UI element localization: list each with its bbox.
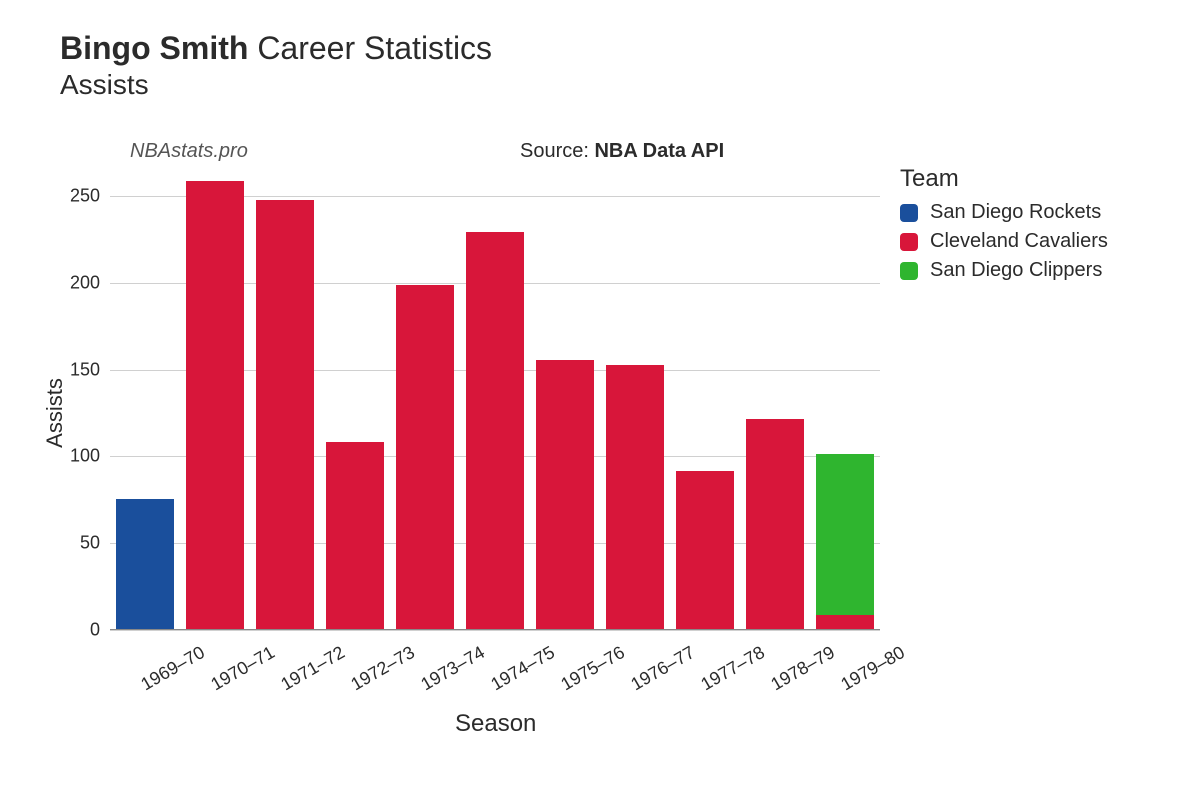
gridline bbox=[110, 630, 880, 631]
legend-swatch bbox=[900, 204, 918, 222]
bar-group bbox=[326, 169, 383, 629]
x-tick-label: 1971–72 bbox=[277, 642, 348, 695]
y-tick-label: 100 bbox=[70, 446, 100, 467]
bar-segment bbox=[116, 499, 173, 629]
legend-title: Team bbox=[900, 165, 1108, 193]
bar-segment bbox=[606, 365, 663, 629]
y-tick-label: 150 bbox=[70, 359, 100, 380]
legend-swatch bbox=[900, 262, 918, 280]
legend: Team San Diego Rockets Cleveland Cavalier… bbox=[900, 165, 1108, 288]
legend-item: San Diego Rockets bbox=[900, 201, 1108, 224]
chart-subtitle: Assists bbox=[60, 69, 492, 101]
x-tick-label: 1979–80 bbox=[837, 642, 908, 695]
bar-group bbox=[396, 169, 453, 629]
x-tick-label: 1972–73 bbox=[347, 642, 418, 695]
chart-title-block: Bingo Smith Career Statistics Assists bbox=[60, 30, 492, 101]
bar-group bbox=[256, 169, 313, 629]
x-tick-label: 1970–71 bbox=[207, 642, 278, 695]
x-tick-label: 1973–74 bbox=[417, 642, 488, 695]
x-tick-label: 1975–76 bbox=[557, 642, 628, 695]
bar-group bbox=[186, 169, 243, 629]
chart-container: Bingo Smith Career Statistics Assists NB… bbox=[0, 0, 1200, 800]
y-tick-label: 250 bbox=[70, 186, 100, 207]
bar-segment bbox=[256, 200, 313, 629]
legend-label: San Diego Rockets bbox=[930, 201, 1101, 224]
source-label: Source: NBA Data API bbox=[520, 140, 724, 163]
legend-swatch bbox=[900, 233, 918, 251]
bar-segment bbox=[746, 419, 803, 629]
bar-group bbox=[746, 169, 803, 629]
title-suffix: Career Statistics bbox=[257, 30, 492, 66]
legend-item: Cleveland Cavaliers bbox=[900, 230, 1108, 253]
bar-segment bbox=[816, 454, 873, 615]
x-tick-label: 1976–77 bbox=[627, 642, 698, 695]
x-tick-label: 1978–79 bbox=[767, 642, 838, 695]
bar-group bbox=[676, 169, 733, 629]
y-tick-label: 50 bbox=[80, 533, 100, 554]
bar-group bbox=[816, 169, 873, 629]
legend-item: San Diego Clippers bbox=[900, 259, 1108, 282]
y-tick-label: 0 bbox=[90, 620, 100, 641]
y-axis-title: Assists bbox=[42, 378, 68, 448]
bar-segment bbox=[396, 285, 453, 629]
plot-area: 050100150200250 bbox=[110, 170, 880, 630]
bar-group bbox=[536, 169, 593, 629]
player-name: Bingo Smith bbox=[60, 30, 248, 66]
bar-group bbox=[466, 169, 523, 629]
bar-segment bbox=[536, 360, 593, 629]
bar-segment bbox=[676, 471, 733, 629]
x-axis-title: Season bbox=[455, 710, 536, 738]
watermark-text: NBAstats.pro bbox=[130, 140, 248, 163]
source-prefix: Source: bbox=[520, 140, 594, 162]
x-tick-label: 1977–78 bbox=[697, 642, 768, 695]
bar-segment bbox=[186, 181, 243, 629]
bar-group bbox=[606, 169, 663, 629]
source-name: NBA Data API bbox=[594, 140, 724, 162]
x-tick-label: 1969–70 bbox=[137, 642, 208, 695]
legend-label: San Diego Clippers bbox=[930, 259, 1102, 282]
bar-group bbox=[116, 169, 173, 629]
legend-label: Cleveland Cavaliers bbox=[930, 230, 1108, 253]
bar-segment bbox=[816, 615, 873, 629]
bar-segment bbox=[466, 232, 523, 630]
chart-title: Bingo Smith Career Statistics bbox=[60, 30, 492, 67]
bar-segment bbox=[326, 442, 383, 629]
y-tick-label: 200 bbox=[70, 272, 100, 293]
x-tick-label: 1974–75 bbox=[487, 642, 558, 695]
